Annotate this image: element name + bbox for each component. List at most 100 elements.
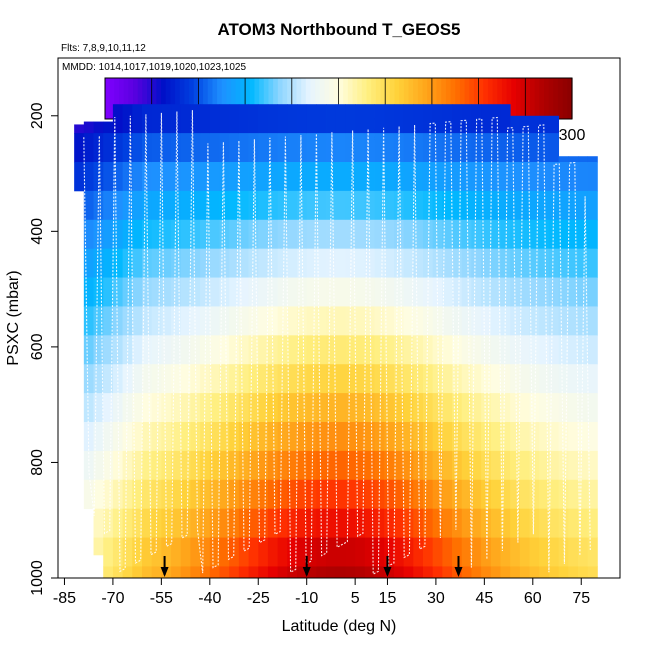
field-cell	[141, 566, 153, 579]
field-cell	[500, 537, 511, 567]
field-cell	[578, 450, 589, 481]
field-cell	[122, 508, 133, 538]
field-cell	[529, 162, 540, 192]
field-cell	[345, 335, 356, 365]
field-cell	[374, 566, 385, 579]
field-cell	[141, 162, 153, 192]
field-cell	[171, 479, 182, 510]
field-cell	[413, 450, 424, 481]
field-cell	[190, 133, 201, 163]
field-cell	[452, 248, 463, 278]
field-cell	[141, 104, 153, 134]
field-cell	[403, 219, 414, 250]
field-cell	[461, 335, 472, 365]
field-cell	[287, 190, 298, 221]
field-cell	[393, 393, 404, 423]
field-cell	[122, 104, 133, 134]
field-cell	[209, 248, 220, 278]
field-cell	[500, 508, 511, 538]
field-cell	[219, 306, 230, 336]
field-cell	[393, 306, 404, 336]
field-cell	[529, 190, 540, 221]
field-cell	[529, 277, 540, 307]
colorbar-swatch	[319, 78, 326, 119]
field-cell	[306, 277, 317, 307]
field-cell	[326, 219, 337, 250]
colorbar-swatch	[492, 78, 498, 119]
field-cell	[112, 508, 123, 538]
field-cell	[393, 219, 404, 250]
field-cell	[287, 306, 298, 336]
field-cell	[432, 219, 443, 250]
field-cell	[578, 422, 589, 452]
field-cell	[248, 306, 259, 336]
colorbar-swatch	[221, 78, 228, 119]
field-cell	[442, 162, 453, 192]
field-cell	[548, 364, 560, 394]
field-cell	[277, 190, 288, 221]
field-cell	[384, 479, 395, 510]
field-cell	[403, 537, 414, 567]
field-cell	[219, 335, 230, 365]
field-cell	[519, 566, 530, 579]
field-cell	[151, 306, 162, 336]
field-cell	[471, 479, 482, 510]
colorbar-swatch	[296, 78, 302, 119]
field-cell	[229, 248, 240, 278]
field-cell	[548, 422, 560, 452]
field-cell	[364, 219, 375, 250]
field-cell	[316, 393, 327, 423]
field-cell	[335, 364, 346, 394]
colorbar-swatch	[375, 78, 382, 119]
field-cell	[238, 219, 249, 250]
field-cell	[287, 393, 298, 423]
field-cell	[355, 133, 366, 163]
colorbar-swatch	[147, 78, 153, 119]
colorbar-swatch	[119, 78, 125, 119]
x-axis: -85 -70 -55 -40 -25 -10 5 15 30 45 60 75	[53, 577, 620, 607]
x-tick-label: 30	[427, 590, 445, 607]
field-cell	[548, 133, 560, 163]
field-cell	[277, 393, 288, 423]
field-cell	[587, 508, 598, 538]
colorbar-swatch	[189, 78, 195, 119]
field-cell	[83, 306, 94, 336]
field-cell	[510, 508, 521, 538]
colorbar-swatch	[254, 78, 260, 119]
field-cell	[452, 450, 463, 481]
field-cell	[326, 566, 337, 579]
field-cell	[141, 277, 153, 307]
field-cell	[519, 277, 530, 307]
colorbar	[104, 77, 573, 120]
field-cell	[209, 133, 220, 163]
field-cell	[122, 393, 133, 423]
field-cell	[209, 306, 220, 336]
field-cell	[103, 450, 114, 481]
field-cell	[568, 156, 579, 163]
field-cell	[103, 566, 114, 579]
colorbar-swatch	[389, 78, 396, 119]
field-cell	[326, 104, 337, 134]
field-cell	[481, 190, 492, 221]
field-cell	[306, 364, 317, 394]
field-cell	[122, 190, 133, 221]
field-cell	[200, 479, 211, 510]
colorbar-swatch	[175, 78, 181, 119]
field-cell	[374, 364, 385, 394]
field-cell	[442, 190, 453, 221]
field-cell	[442, 566, 453, 579]
field-cell	[103, 479, 114, 510]
field-cell	[529, 133, 540, 163]
field-cell	[461, 508, 472, 538]
field-cell	[326, 450, 337, 481]
field-cell	[297, 450, 308, 481]
field-cell	[83, 335, 94, 365]
field-cell	[267, 306, 279, 336]
field-cell	[587, 277, 598, 307]
field-cell	[306, 335, 317, 365]
field-cell	[452, 508, 463, 538]
field-cell	[229, 190, 240, 221]
field-cell	[209, 104, 220, 134]
field-cell	[422, 104, 434, 134]
field-cell	[587, 566, 598, 579]
